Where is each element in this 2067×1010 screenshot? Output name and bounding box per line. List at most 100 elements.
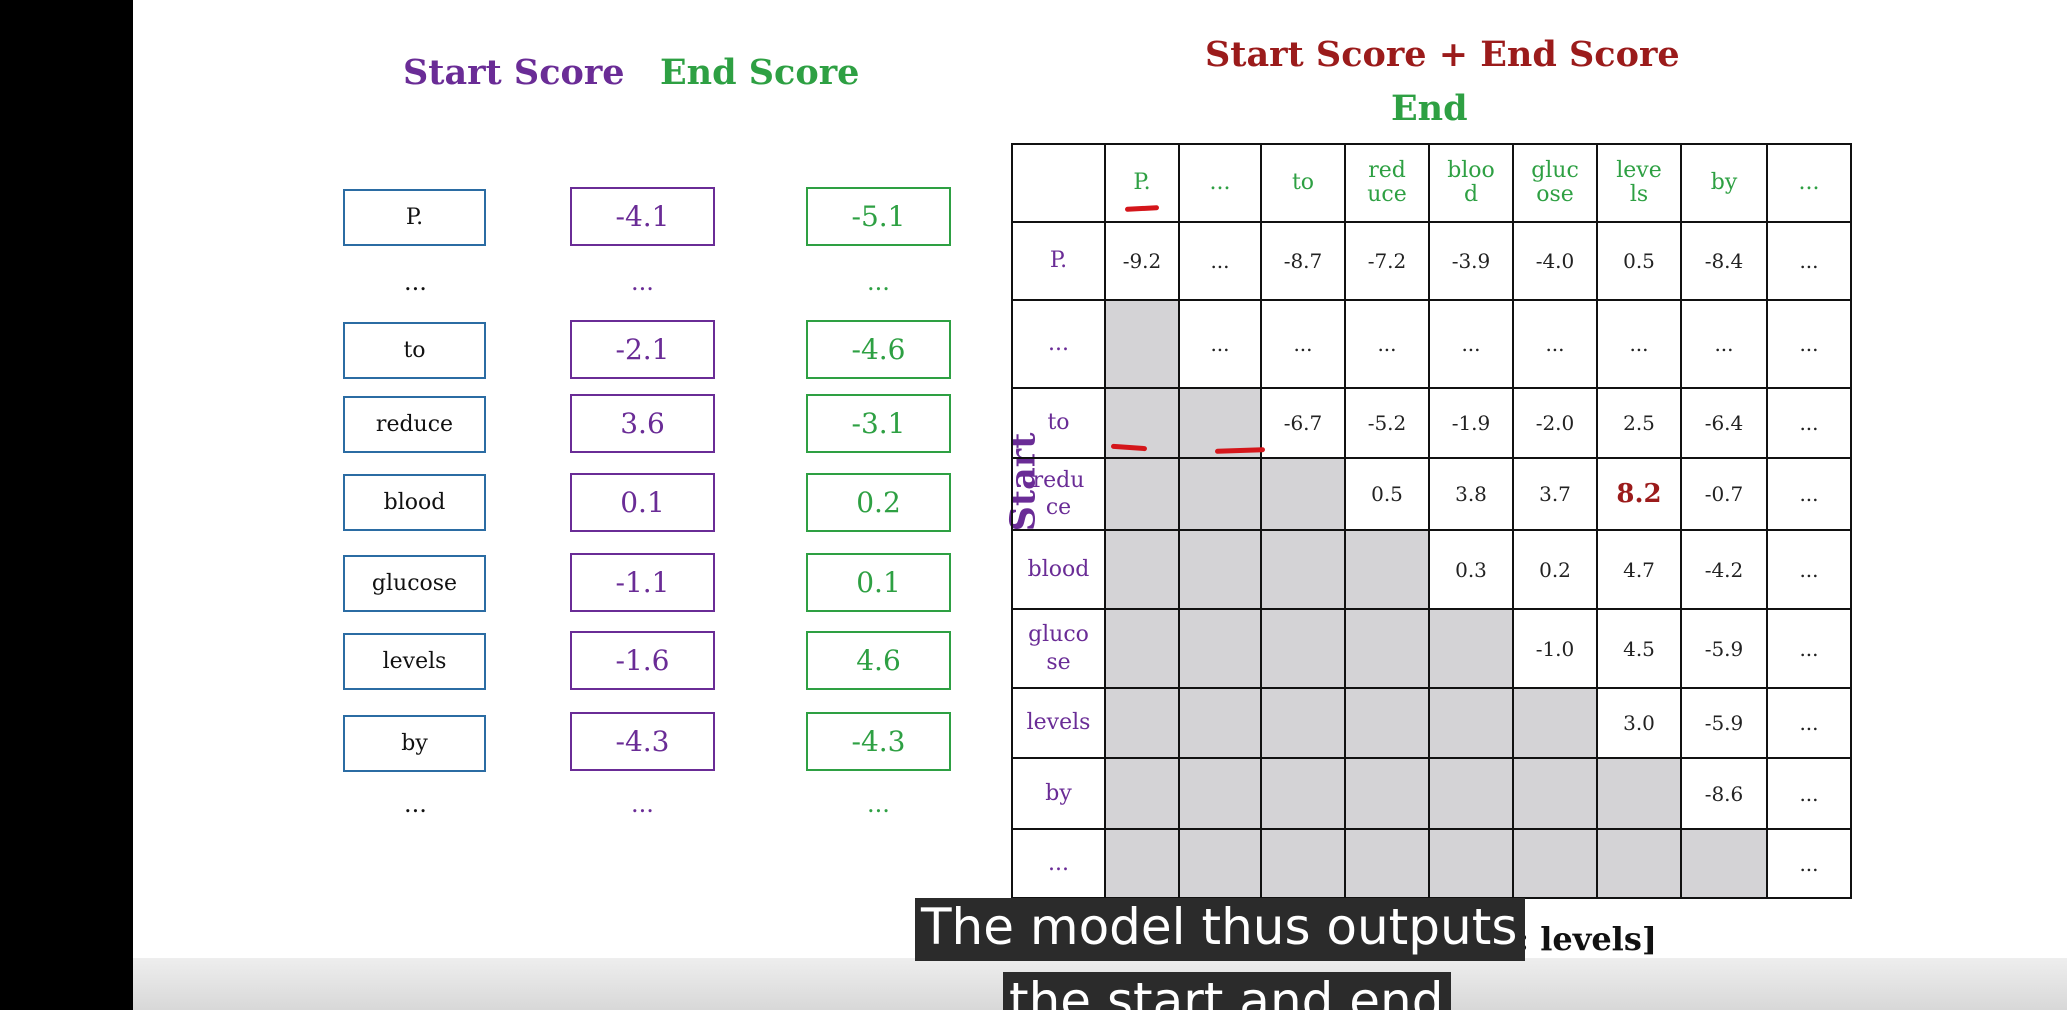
matrix-row: ...... [1011, 828, 1852, 899]
matrix-cell-masked [1596, 828, 1682, 899]
matrix-cell-masked [1260, 529, 1346, 610]
score-matrix: P.... to red uce bloo d gluc ose leve ls by...… [1011, 143, 1852, 899]
matrix-row: redu ce 0.5 3.8 3.7 8.2 -0.7... [1011, 457, 1852, 531]
matrix-cell-masked [1428, 608, 1514, 689]
matrix-cell-masked [1512, 757, 1598, 830]
matrix-cell: ... [1344, 299, 1430, 389]
end-score-box: -4.6 [806, 320, 951, 379]
matrix-cell-masked [1344, 687, 1430, 759]
token-box: blood [343, 474, 486, 531]
matrix-col-header: ... [1766, 143, 1852, 223]
start-score-box: -1.6 [570, 631, 715, 690]
matrix-row: to -6.7 -5.2 -1.9 -2.0 2.5 -6.4... [1011, 387, 1852, 459]
matrix-cell-masked [1104, 457, 1180, 531]
matrix-cell-masked [1260, 687, 1346, 759]
matrix-cell: ... [1260, 299, 1346, 389]
matrix-cell: -5.9 [1680, 608, 1768, 689]
token-box: reduce [343, 396, 486, 453]
matrix-cell-masked [1428, 687, 1514, 759]
matrix-row: ........................... [1011, 299, 1852, 389]
matrix-cell-masked [1178, 387, 1262, 459]
matrix-cell: 2.5 [1596, 387, 1682, 459]
start-score-ellipsis: ... [631, 268, 654, 296]
token-box: levels [343, 633, 486, 690]
matrix-cell: ... [1680, 299, 1768, 389]
matrix-cell: ... [1766, 687, 1852, 759]
matrix-cell: 4.5 [1596, 608, 1682, 689]
matrix-cell-masked [1104, 757, 1180, 830]
matrix-col-header: by [1680, 143, 1768, 223]
matrix-row-header: ... [1011, 828, 1106, 899]
matrix-cell: 4.7 [1596, 529, 1682, 610]
matrix-cell-masked [1260, 757, 1346, 830]
matrix-row-header: to [1011, 387, 1106, 459]
matrix-row: P. -9.2... -8.7 -7.2 -3.9 -4.0 0.5 -8.4... [1011, 221, 1852, 301]
matrix-cell: ... [1512, 299, 1598, 389]
end-score-box: 4.6 [806, 631, 951, 690]
matrix-cell-masked [1178, 828, 1262, 899]
matrix-col-header: red uce [1344, 143, 1430, 223]
start-score-box: 3.6 [570, 394, 715, 453]
token-box: by [343, 715, 486, 772]
matrix-cell-masked [1178, 757, 1262, 830]
matrix-header-row: P.... to red uce bloo d gluc ose leve ls by... [1011, 143, 1852, 223]
start-score-box: -1.1 [570, 553, 715, 612]
matrix-cell: ... [1766, 529, 1852, 610]
matrix-row-header: levels [1011, 687, 1106, 759]
matrix-cell-masked [1512, 687, 1598, 759]
start-score-box: -2.1 [570, 320, 715, 379]
matrix-cell-masked [1344, 828, 1430, 899]
matrix-cell: 3.0 [1596, 687, 1682, 759]
matrix-cell: 3.7 [1512, 457, 1598, 531]
matrix-row-header: redu ce [1011, 457, 1106, 531]
matrix-col-header: ... [1178, 143, 1262, 223]
end-score-box: -3.1 [806, 394, 951, 453]
matrix-row: by -8.6... [1011, 757, 1852, 830]
matrix-row: gluco se -1.0 4.5 -5.9... [1011, 608, 1852, 689]
matrix-cell: -1.0 [1512, 608, 1598, 689]
end-score-box: 0.2 [806, 473, 951, 532]
matrix-cell: -5.9 [1680, 687, 1768, 759]
subtitle-line-1: The model thus outputs [915, 898, 1526, 961]
matrix-cell-masked [1104, 828, 1180, 899]
matrix-cell-masked [1178, 457, 1262, 531]
matrix-cell: -4.2 [1680, 529, 1768, 610]
combined-score-header: Start Score + End Score [1205, 34, 1680, 75]
matrix-cell-masked [1344, 757, 1430, 830]
matrix-cell: ... [1596, 299, 1682, 389]
matrix-cell: ... [1766, 387, 1852, 459]
matrix-cell-masked [1428, 757, 1514, 830]
matrix-cell-masked [1260, 608, 1346, 689]
token-ellipsis: ... [404, 790, 427, 818]
matrix-cell: -7.2 [1344, 221, 1430, 301]
matrix-cell: -4.0 [1512, 221, 1598, 301]
matrix-cell-masked [1178, 529, 1262, 610]
matrix-cell: 0.5 [1344, 457, 1430, 531]
matrix-cell: ... [1178, 299, 1262, 389]
matrix-col-header: gluc ose [1512, 143, 1598, 223]
matrix-cell-masked [1344, 608, 1430, 689]
matrix-cell: -6.7 [1260, 387, 1346, 459]
matrix-cell-masked [1260, 457, 1346, 531]
start-score-box: -4.1 [570, 187, 715, 246]
end-score-ellipsis: ... [867, 790, 890, 818]
end-axis-label: End [1391, 88, 1468, 129]
end-score-box: -4.3 [806, 712, 951, 771]
matrix-cell: 3.8 [1428, 457, 1514, 531]
token-box: to [343, 322, 486, 379]
matrix-corner [1011, 143, 1106, 223]
matrix-cell: -2.0 [1512, 387, 1598, 459]
matrix-cell-masked [1178, 687, 1262, 759]
end-score-ellipsis: ... [867, 268, 890, 296]
matrix-cell: ... [1178, 221, 1262, 301]
matrix-col-header: bloo d [1428, 143, 1514, 223]
matrix-cell: ... [1766, 828, 1852, 899]
matrix-col-header: leve ls [1596, 143, 1682, 223]
matrix-cell-masked [1428, 828, 1514, 899]
matrix-row: levels 3.0 -5.9... [1011, 687, 1852, 759]
matrix-cell: ... [1766, 608, 1852, 689]
matrix-cell-masked [1680, 828, 1768, 899]
matrix-cell: 0.3 [1428, 529, 1514, 610]
matrix-cell: 0.2 [1512, 529, 1598, 610]
matrix-cell-masked [1104, 608, 1180, 689]
